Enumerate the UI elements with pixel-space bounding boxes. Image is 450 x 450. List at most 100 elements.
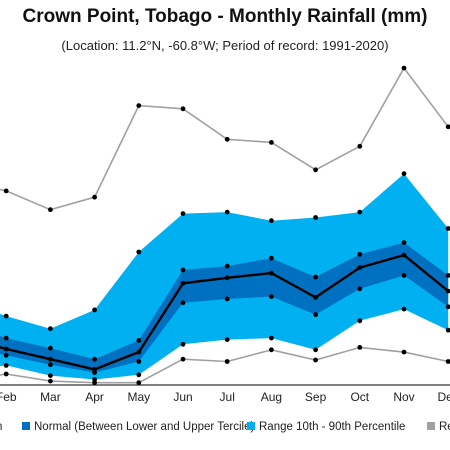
min-point: [269, 347, 274, 353]
p10-point: [357, 318, 363, 324]
median-point: [357, 265, 363, 270]
min-point: [48, 378, 53, 384]
x-tick-label: May: [127, 390, 150, 404]
median-point: [313, 295, 318, 300]
tercile-lower-point: [445, 304, 450, 310]
p90-point: [92, 307, 97, 313]
x-tick-label: Oct: [350, 390, 369, 404]
max-point: [357, 143, 363, 149]
tercile-lower-point: [136, 359, 142, 364]
max-point: [445, 124, 450, 130]
x-tick-label: Mar: [40, 390, 61, 404]
legend-label: Range 10th - 90th Percentile: [259, 421, 405, 433]
p90-point: [224, 209, 230, 215]
tercile-lower-point: [92, 370, 97, 375]
x-tick-label: Aug: [261, 390, 282, 404]
median-point: [136, 349, 142, 355]
record-min-line: [0, 346, 449, 384]
max-point: [224, 136, 230, 142]
median-point: [401, 252, 407, 258]
min-point: [357, 345, 363, 350]
tercile-lower-point: [48, 362, 53, 368]
p10-point: [136, 372, 142, 378]
legend-label: Re: [439, 421, 450, 433]
p90-point: [48, 326, 53, 332]
max-point: [401, 65, 407, 71]
legend-swatch: [247, 422, 255, 430]
x-axis: Feb Mar Apr May Jun Jul Aug Sep Oct Nov Dec: [0, 384, 450, 404]
median-point: [48, 356, 53, 362]
min-point: [445, 359, 450, 364]
tercile-lower-point: [357, 286, 363, 292]
tercile-lower-point: [3, 352, 9, 358]
tercile-upper-point: [269, 255, 274, 261]
p10-point: [313, 347, 318, 353]
record-max-line: [0, 66, 449, 211]
min-point: [180, 356, 186, 362]
max-point: [269, 140, 274, 145]
p90-point: [313, 215, 318, 220]
legend-swatch: [427, 422, 435, 430]
min-point: [401, 349, 407, 355]
max-point: [92, 194, 97, 200]
tercile-upper-point: [136, 338, 142, 343]
plot-area: [0, 65, 450, 386]
p10-point: [445, 327, 450, 333]
x-tick-label: Apr: [85, 390, 104, 404]
tercile-upper-point: [313, 274, 318, 280]
tercile-upper-point: [48, 345, 53, 351]
max-point: [313, 167, 318, 173]
median-point: [445, 288, 450, 294]
min-point: [313, 357, 318, 363]
p90-point: [136, 249, 142, 255]
p10-point: [48, 373, 53, 378]
tercile-upper-point: [180, 267, 186, 273]
tercile-upper-point: [3, 335, 9, 341]
p90-point: [3, 313, 9, 319]
max-point: [136, 103, 142, 108]
min-point: [224, 359, 230, 364]
p10-point: [269, 335, 274, 341]
x-tick-label: Dec: [438, 390, 450, 404]
legend-swatch: [22, 422, 30, 430]
tercile-upper-point: [401, 240, 407, 246]
p10-point: [3, 363, 9, 368]
tercile-upper-point: [224, 263, 230, 269]
median-point: [3, 346, 9, 352]
tercile-upper-point: [357, 251, 363, 257]
p90-point: [401, 171, 407, 177]
legend-label: n: [0, 421, 2, 433]
chart-title: Crown Point, Tobago - Monthly Rainfall (…: [22, 6, 428, 27]
max-point: [3, 188, 9, 194]
p10-point: [401, 306, 407, 312]
median-point: [269, 270, 274, 276]
x-tick-label: Sep: [305, 390, 327, 404]
tercile-upper-point: [445, 273, 450, 278]
tercile-lower-point: [313, 312, 318, 317]
median-point: [180, 280, 186, 286]
legend: n Normal (Between Lower and Upper Tercile…: [0, 421, 450, 433]
min-point: [92, 380, 97, 386]
p10-point: [180, 341, 186, 347]
tercile-lower-point: [180, 300, 186, 306]
x-tick-label: Nov: [393, 390, 414, 404]
p90-point: [180, 211, 186, 217]
tercile-upper-point: [92, 356, 97, 362]
median-point: [224, 275, 230, 281]
tercile-lower-point: [224, 296, 230, 302]
x-tick-label: Jun: [173, 390, 192, 404]
p10-point: [224, 337, 230, 342]
max-point: [180, 106, 186, 112]
legend-label: Normal (Between Lower and Upper Tercile): [34, 421, 254, 433]
p90-point: [269, 218, 274, 224]
min-point: [3, 371, 9, 377]
chart-subtitle: (Location: 11.2°N, -60.8°W; Period of re…: [61, 38, 389, 53]
tercile-lower-point: [401, 273, 407, 278]
p90-point: [445, 226, 450, 231]
tercile-band: [0, 242, 449, 373]
x-tick-label: Jul: [220, 390, 235, 404]
max-point: [48, 207, 53, 213]
p90-point: [357, 209, 363, 215]
median-line: [0, 253, 449, 371]
